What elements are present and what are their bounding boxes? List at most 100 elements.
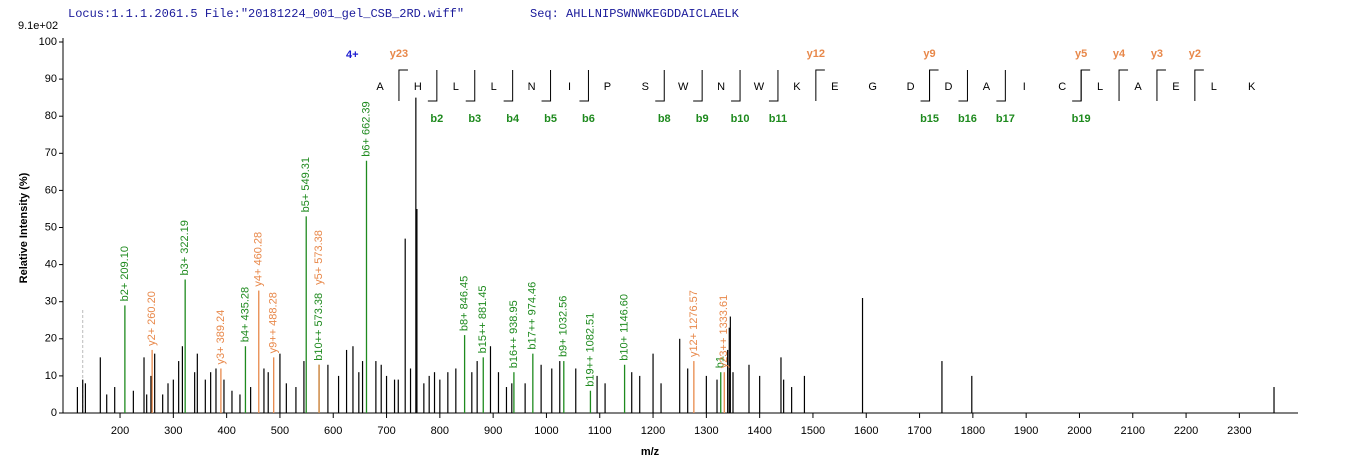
peak-label: y9++ 488.28	[268, 292, 280, 353]
peak-label: b3+ 322.19	[179, 220, 191, 275]
b-cut	[920, 70, 931, 102]
seq-label: Seq: AHLLNIPSWNWKEGDDAICLAELK	[530, 7, 740, 21]
b-ion-label: b19	[1072, 113, 1091, 125]
residue: E	[1172, 81, 1179, 93]
x-tick-label: 200	[111, 425, 129, 437]
x-axis-label: m/z	[641, 446, 660, 458]
x-tick-label: 1600	[854, 425, 878, 437]
residue: A	[983, 81, 991, 93]
y-tick-label: 50	[45, 221, 57, 233]
residue: K	[793, 81, 801, 93]
y-cut	[1156, 69, 1166, 101]
y-axis-label: Relative Intensity (%)	[18, 172, 30, 283]
y-cut	[398, 69, 408, 101]
residue: W	[678, 81, 689, 93]
y-cut	[929, 69, 939, 101]
y-tick-label: 80	[45, 110, 57, 122]
y-tick-label: 0	[51, 407, 57, 419]
y-cut	[815, 69, 825, 101]
residue: H	[414, 81, 422, 93]
b-cut	[731, 70, 741, 102]
b-ion-label: b2	[430, 113, 443, 125]
x-tick-label: 1300	[694, 425, 718, 437]
residue: L	[453, 81, 459, 93]
residue: W	[754, 81, 765, 93]
peak-label: b5+ 549.31	[300, 157, 312, 212]
b-cut	[958, 70, 968, 102]
y-cut	[1194, 69, 1204, 101]
residue: N	[717, 81, 725, 93]
peak-label: b6+ 662.39	[360, 101, 372, 156]
residue: I	[568, 81, 571, 93]
x-tick-label: 1900	[1014, 425, 1038, 437]
x-tick-label: 600	[324, 425, 342, 437]
residue: C	[1058, 81, 1066, 93]
b-cut	[655, 70, 665, 102]
y-ion-label: y5	[1075, 48, 1087, 60]
x-tick-label: 1000	[534, 425, 558, 437]
y-cut	[1118, 69, 1129, 101]
b-cut	[579, 70, 589, 102]
peak-label: y12+ 1276.57	[688, 290, 700, 357]
peak-label: b16++ 938.95	[508, 300, 520, 368]
b-cut	[768, 70, 779, 102]
peak-label: b10+ 1146.60	[618, 294, 630, 361]
charge-label: 4+	[346, 49, 359, 61]
peak-label: b9+ 1032.56	[558, 296, 570, 357]
residue: L	[491, 81, 497, 93]
b-ion-label: b4	[506, 113, 520, 125]
residue: K	[1248, 81, 1256, 93]
locus-label: Locus:1.1.1.2061.5 File:"20181224_001_ge…	[68, 7, 464, 21]
peak-label: y2+ 260.20	[146, 291, 158, 346]
y-ion-label: y3	[1151, 48, 1163, 60]
b-ion-label: b3	[468, 113, 481, 125]
b-cut	[465, 70, 476, 102]
b-ion-label: b6	[582, 113, 595, 125]
residue: I	[1023, 81, 1026, 93]
x-tick-label: 1100	[588, 425, 612, 437]
y-tick-label: 60	[45, 184, 57, 196]
residue: S	[642, 81, 649, 93]
x-tick-label: 900	[484, 425, 502, 437]
y-ion-label: y2	[1189, 48, 1201, 60]
y-tick-label: 30	[45, 296, 57, 308]
peak-label: b2+ 209.10	[119, 246, 131, 301]
residue: L	[1097, 81, 1103, 93]
b-ion-label: b8	[658, 113, 671, 125]
peak-label: b15++ 881.45	[477, 285, 489, 353]
residue: D	[945, 81, 953, 93]
residue: D	[907, 81, 915, 93]
b-cut	[541, 70, 552, 102]
peak-label: b10++ 573.38	[313, 293, 325, 361]
residue: P	[604, 81, 611, 93]
residue: N	[528, 81, 536, 93]
residue: G	[868, 81, 877, 93]
peak-label: y4+ 460.28	[253, 232, 265, 287]
y-tick-label: 10	[45, 370, 57, 382]
peak-label: b19++ 1082.51	[584, 313, 596, 387]
y-tick-label: 20	[45, 333, 57, 345]
b-ion-label: b11	[769, 113, 787, 125]
x-tick-label: 1800	[961, 425, 985, 437]
scale-label: 9.1e+02	[18, 20, 58, 32]
x-tick-label: 400	[217, 425, 235, 437]
peak-label: y3+ 389.24	[215, 310, 227, 365]
x-tick-label: 300	[164, 425, 182, 437]
b-cut	[427, 70, 438, 102]
x-tick-label: 1200	[641, 425, 665, 437]
x-tick-label: 2300	[1227, 425, 1251, 437]
y-cut	[1080, 69, 1091, 101]
peak-label: b4+ 435.28	[239, 287, 251, 342]
peak-label: b8+ 846.45	[459, 276, 471, 331]
x-tick-label: 700	[377, 425, 395, 437]
y-tick-label: 90	[45, 73, 57, 85]
b-cut	[1072, 70, 1082, 102]
x-tick-label: 1400	[747, 425, 771, 437]
y-tick-label: 100	[39, 36, 57, 48]
b-cut	[996, 70, 1006, 102]
residue: E	[831, 81, 838, 93]
b-ion-label: b10	[731, 113, 750, 125]
x-tick-label: 1700	[907, 425, 931, 437]
x-tick-label: 800	[431, 425, 449, 437]
